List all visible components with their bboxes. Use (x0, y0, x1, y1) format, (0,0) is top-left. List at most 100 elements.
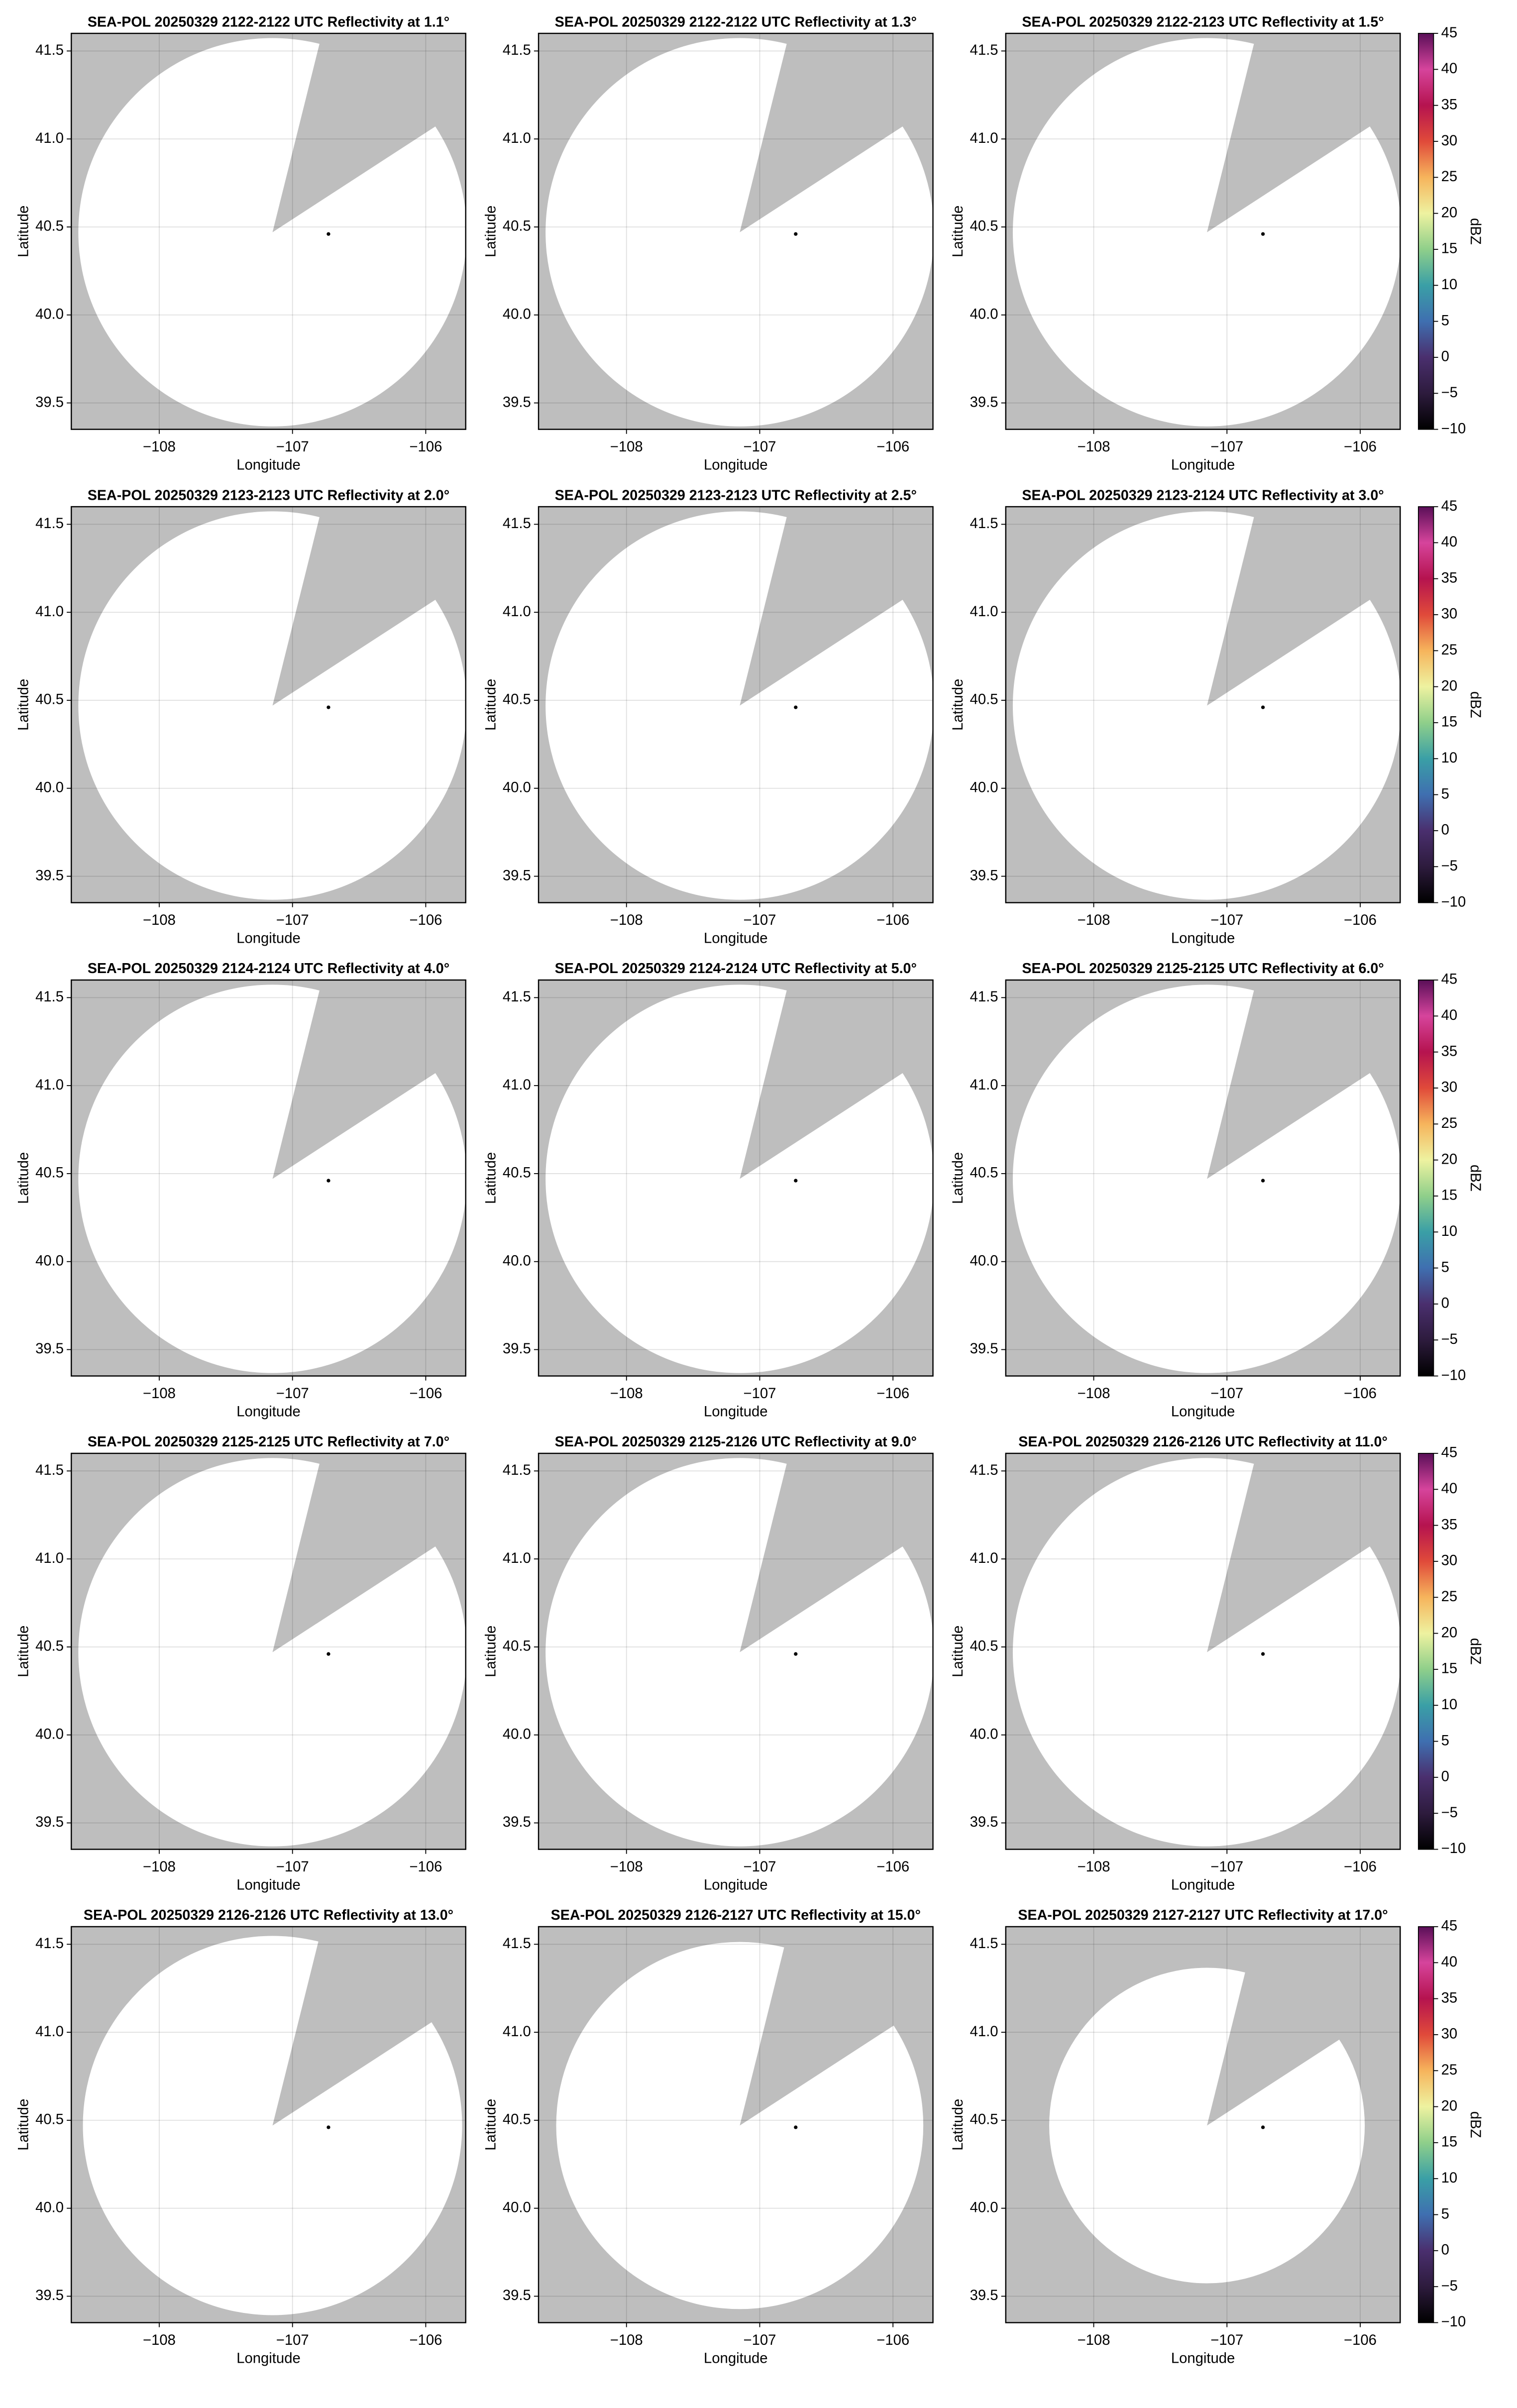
site-marker (794, 2125, 798, 2129)
x-tick-label: −107 (276, 912, 309, 928)
chart-title: SEA-POL 20250329 2126-2126 UTC Reflectiv… (84, 1907, 453, 1923)
chart-title: SEA-POL 20250329 2122-2122 UTC Reflectiv… (88, 14, 449, 30)
y-axis-label: Latitude (483, 2099, 499, 2151)
axes-frame (538, 979, 934, 1377)
x-tick-label: −108 (610, 2332, 643, 2348)
colorbar-tick-label: −10 (1441, 2314, 1466, 2330)
plot-area (71, 507, 466, 903)
x-tick-label: −108 (143, 1859, 176, 1875)
x-tick-label: −107 (276, 1386, 309, 1402)
x-tick-label: −108 (610, 1386, 643, 1402)
x-tick-label: −107 (744, 1386, 776, 1402)
chart-title: SEA-POL 20250329 2123-2124 UTC Reflectiv… (1022, 487, 1384, 503)
y-tick-label: 40.5 (35, 2112, 64, 2128)
y-tick-label: 41.5 (970, 1462, 998, 1478)
y-tick-label: 41.0 (970, 1077, 998, 1093)
panel: −108 −107 −106 39.5 40.0 40.5 41.0 41.5 SEA-POL … (16, 961, 466, 1420)
colorbar-tick-label: 40 (1441, 534, 1458, 550)
y-axis-label: Latitude (16, 1626, 32, 1677)
site-marker (326, 1179, 330, 1183)
x-tick-label: −107 (276, 1859, 309, 1875)
y-tick-label: 40.0 (503, 1253, 531, 1269)
colorbar-label: dBZ (1467, 1638, 1483, 1665)
colorbar-label: dBZ (1467, 1165, 1483, 1192)
y-tick-label: 40.0 (503, 306, 531, 322)
site-marker (326, 1652, 330, 1656)
x-axis-label: Longitude (1171, 930, 1235, 946)
y-tick-label: 40.5 (503, 219, 531, 234)
y-tick-label: 41.0 (503, 1550, 531, 1566)
panel: −108 −107 −106 39.5 40.0 40.5 41.0 41.5 SEA-POL … (950, 487, 1483, 946)
site-marker (1261, 232, 1265, 236)
plot-area (539, 1926, 933, 2323)
blocked-sector (740, 1926, 933, 2126)
y-axis-label: Latitude (950, 2099, 966, 2151)
x-tick-label: −106 (1344, 439, 1377, 455)
colorbar-tick-label: 15 (1441, 2134, 1458, 2150)
chart-title: SEA-POL 20250329 2122-2123 UTC Reflectiv… (1022, 14, 1384, 30)
blocked-sector (272, 507, 466, 706)
y-tick-label: 41.5 (970, 516, 998, 532)
chart-title: SEA-POL 20250329 2122-2122 UTC Reflectiv… (555, 14, 917, 30)
y-tick-label: 40.5 (35, 1639, 64, 1654)
y-tick-label: 41.0 (35, 130, 64, 146)
colorbar-tick-label: 20 (1441, 1625, 1458, 1641)
panel: −108 −107 −106 39.5 40.0 40.5 41.0 41.5 SEA-POL … (950, 1907, 1483, 2366)
axes-frame (538, 1452, 934, 1850)
x-tick-label: −107 (1210, 912, 1243, 928)
panel: −108 −107 −106 39.5 40.0 40.5 41.0 41.5 SEA-POL … (950, 961, 1483, 1420)
y-tick-label: 41.5 (503, 516, 531, 532)
y-tick-label: 41.5 (970, 42, 998, 58)
panel: −108 −107 −106 39.5 40.0 40.5 41.0 41.5 SEA-POL … (483, 1907, 934, 2366)
colorbar-tick-label: 15 (1441, 1661, 1458, 1677)
plot-area (71, 1453, 466, 1850)
x-tick-label: −107 (744, 912, 776, 928)
axes-frame (71, 1926, 466, 2323)
y-tick-label: 40.0 (970, 306, 998, 322)
blocked-sector (272, 980, 466, 1179)
x-axis-label: Longitude (704, 930, 768, 946)
y-tick-label: 40.0 (503, 2199, 531, 2215)
x-tick-label: −108 (143, 439, 176, 455)
axes-frame (71, 979, 466, 1377)
panel: −108 −107 −106 39.5 40.0 40.5 41.0 41.5 SEA-POL … (483, 14, 934, 473)
y-tick-label: 41.0 (35, 2024, 64, 2040)
axes-frame (1005, 1452, 1401, 1850)
y-tick-label: 39.5 (970, 394, 998, 410)
y-tick-label: 40.5 (35, 1165, 64, 1181)
colorbar-tick-label: 45 (1441, 972, 1458, 987)
y-tick-label: 40.5 (35, 692, 64, 708)
x-tick-label: −107 (744, 439, 776, 455)
colorbar-tick-label: −5 (1441, 858, 1458, 874)
y-axis-label: Latitude (483, 206, 499, 257)
y-tick-label: 41.0 (970, 1550, 998, 1566)
y-tick-label: 41.5 (35, 1462, 64, 1478)
x-tick-label: −108 (1078, 912, 1110, 928)
y-tick-label: 39.5 (35, 1341, 64, 1357)
colorbar-tick-label: 25 (1441, 169, 1458, 185)
y-tick-label: 41.0 (35, 1550, 64, 1566)
chart-title: SEA-POL 20250329 2125-2125 UTC Reflectiv… (1022, 961, 1384, 977)
colorbar-tick-label: −10 (1441, 894, 1466, 910)
x-axis-label: Longitude (236, 457, 301, 473)
y-tick-label: 41.5 (503, 1936, 531, 1952)
y-tick-label: 41.0 (35, 1077, 64, 1093)
y-tick-label: 41.0 (970, 604, 998, 620)
plot-area (539, 980, 933, 1376)
colorbar-tick-label: 45 (1441, 1445, 1458, 1461)
chart-title: SEA-POL 20250329 2126-2127 UTC Reflectiv… (551, 1907, 921, 1923)
axes-frame (71, 506, 466, 903)
y-tick-label: 41.5 (503, 989, 531, 1005)
colorbar-tick-label: −10 (1441, 1367, 1466, 1383)
site-marker (794, 705, 798, 709)
site-marker (326, 705, 330, 709)
blocked-sector (740, 33, 933, 232)
x-tick-label: −107 (1210, 2332, 1243, 2348)
x-tick-label: −108 (610, 439, 643, 455)
panel: −108 −107 −106 39.5 40.0 40.5 41.0 41.5 SEA-POL … (16, 487, 466, 946)
y-tick-label: 41.0 (503, 604, 531, 620)
y-tick-label: 40.0 (35, 1253, 64, 1269)
y-tick-label: 40.5 (970, 1165, 998, 1181)
axes-frame (538, 32, 934, 430)
y-tick-label: 39.5 (503, 2288, 531, 2303)
